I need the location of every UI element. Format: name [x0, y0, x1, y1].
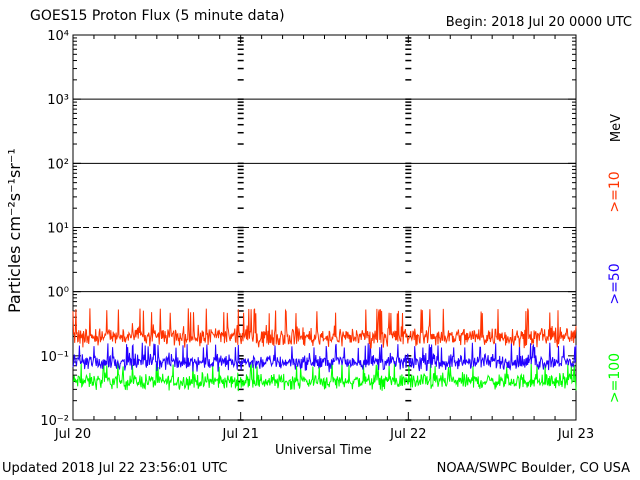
chart-title: GOES15 Proton Flux (5 minute data) [30, 8, 285, 24]
y-tick-label: 10³ [47, 93, 69, 108]
x-tick-label: Jul 23 [557, 427, 594, 442]
x-tick-label: Jul 22 [389, 427, 426, 442]
x-tick-label: Jul 21 [221, 427, 258, 442]
credit-text: NOAA/SWPC Boulder, CO USA [436, 461, 630, 476]
x-axis-label: Universal Time [275, 443, 372, 458]
y-tick-label: 10⁰ [47, 286, 69, 301]
y-tick-label: 10⁻¹ [40, 350, 69, 365]
updated-time: Updated 2018 Jul 22 23:56:01 UTC [2, 461, 228, 476]
y-tick-label: 10² [47, 157, 69, 172]
flux-series-line [72, 342, 577, 373]
y-tick-label: 10¹ [47, 222, 69, 237]
x-tick-label: Jul 20 [54, 427, 91, 442]
flux-series-line [72, 308, 577, 349]
begin-time: Begin: 2018 Jul 20 0000 UTC [445, 15, 632, 30]
flux-series-line [72, 362, 577, 392]
y-tick-label: 10⁴ [47, 29, 69, 44]
y-tick-label: 10⁻² [40, 414, 69, 429]
